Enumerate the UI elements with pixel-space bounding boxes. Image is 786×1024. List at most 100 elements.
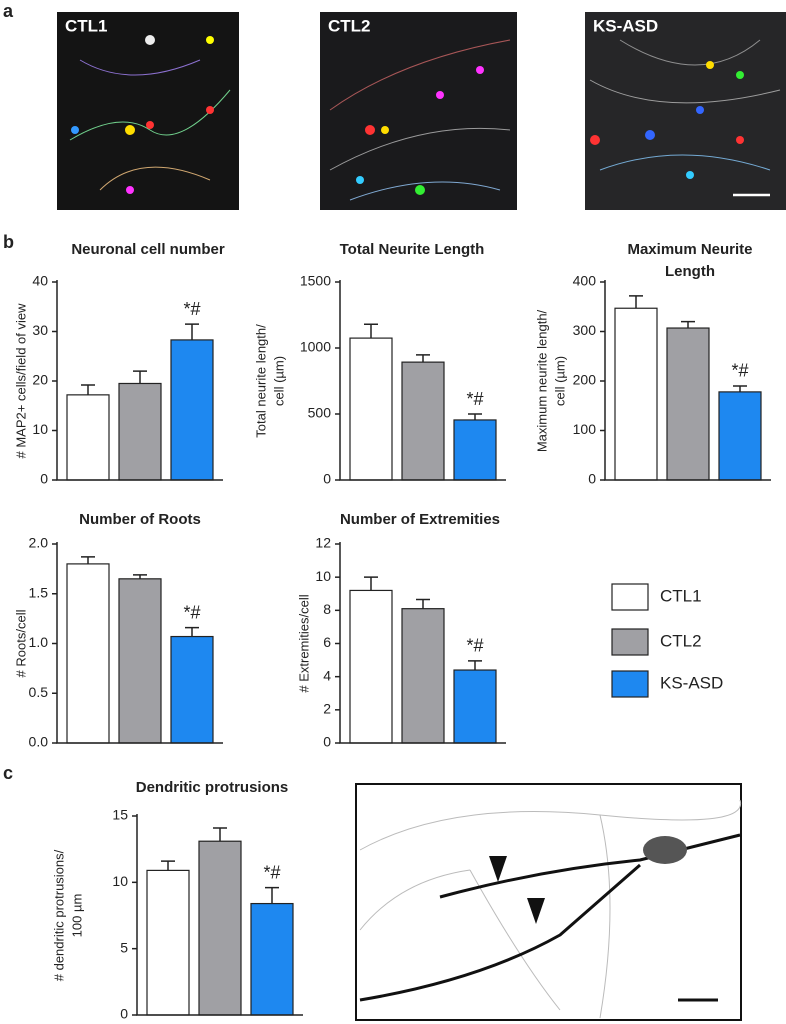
error-bar <box>468 660 482 671</box>
y-tick-label: 1.0 <box>29 634 49 650</box>
y-axis-label: # MAP2+ cells/field of view <box>13 303 28 459</box>
y-tick-label: 200 <box>573 372 597 388</box>
image-ctl2 <box>320 12 517 210</box>
y-tick-label: 4 <box>323 667 331 683</box>
axis-line <box>136 814 303 1016</box>
y-tick-label: 30 <box>32 322 48 338</box>
error-bar <box>265 886 279 904</box>
panel-label: c <box>3 763 13 783</box>
error-bar <box>468 413 482 420</box>
y-tick-label: 1500 <box>300 273 331 289</box>
bar <box>718 391 762 481</box>
bar <box>66 563 110 744</box>
cell-bodies <box>71 35 744 195</box>
y-tick-label: 8 <box>323 601 331 617</box>
bar <box>170 339 214 481</box>
chart-title: Number of Roots <box>79 511 201 528</box>
bar <box>66 394 110 481</box>
significance-label: *# <box>731 361 748 381</box>
legend-label: KS-ASD <box>660 673 723 692</box>
error-bar <box>81 556 95 564</box>
y-axis-label: 100 µm <box>69 894 84 938</box>
legend-swatch <box>611 628 649 656</box>
chart-title: Number of Extremities <box>340 511 500 528</box>
y-axis-label: Total neurite length/ <box>253 324 268 438</box>
bar <box>198 840 242 1016</box>
y-tick-label: 100 <box>573 421 597 437</box>
panel-label: a <box>3 1 14 21</box>
y-tick-label: 0 <box>588 471 596 487</box>
chart-title: Neuronal cell number <box>71 241 225 258</box>
chart-title: Dendritic protrusions <box>136 779 289 796</box>
y-tick-label: 12 <box>315 535 331 551</box>
axis-line <box>339 542 506 744</box>
error-bar <box>161 860 175 871</box>
legend-label: CTL1 <box>660 586 702 605</box>
chart-title: Length <box>665 263 715 280</box>
error-bar <box>185 626 199 637</box>
axis-line <box>604 280 771 481</box>
y-tick-label: 0 <box>40 471 48 487</box>
bar-chart: Total Neurite Length Total neurite length… <box>253 241 506 487</box>
arrowhead <box>489 856 507 882</box>
bar <box>666 327 710 481</box>
neurites <box>69 39 781 201</box>
significance-label: *# <box>183 299 200 319</box>
y-tick-label: 0.5 <box>29 684 49 700</box>
y-tick-label: 15 <box>112 807 128 823</box>
bar <box>401 361 445 481</box>
image-label: CTL2 <box>328 16 371 35</box>
axis-line <box>56 542 223 744</box>
bar-chart: Maximum Neurite Length Maximum neurite len… <box>534 241 771 487</box>
dendrites <box>359 833 741 1002</box>
error-bar <box>681 320 695 329</box>
micrograph-images <box>57 12 786 210</box>
bar <box>614 307 658 481</box>
legend-swatch <box>611 670 649 698</box>
bar <box>453 669 497 744</box>
chart-title: Total Neurite Length <box>340 241 485 258</box>
y-axis-label: # dendritic protrusions/ <box>51 849 66 981</box>
error-bar <box>185 323 199 340</box>
error-bar <box>133 370 147 384</box>
y-tick-label: 400 <box>573 273 597 289</box>
y-axis-label: Maximum neurite length/ <box>534 309 549 452</box>
y-tick-label: 0 <box>323 471 331 487</box>
axis-line <box>339 280 506 481</box>
y-tick-label: 10 <box>315 568 331 584</box>
y-tick-label: 10 <box>112 873 128 889</box>
error-bar <box>416 598 430 609</box>
y-tick-label: 1000 <box>300 339 331 355</box>
error-bar <box>416 354 430 363</box>
y-tick-label: 2.0 <box>29 535 49 551</box>
y-axis-label: cell (µm) <box>271 356 286 406</box>
y-tick-label: 0 <box>323 734 331 750</box>
bar <box>170 635 214 744</box>
bar <box>118 382 162 481</box>
y-axis-label: # Extremities/cell <box>296 594 311 692</box>
protrusion-image <box>355 783 742 1021</box>
y-tick-label: 20 <box>32 372 48 388</box>
image-label: CTL1 <box>65 16 108 35</box>
y-tick-label: 500 <box>308 405 332 421</box>
y-tick-label: 6 <box>323 634 331 650</box>
bar <box>453 419 497 481</box>
chart-title: Maximum Neurite <box>627 241 752 258</box>
bar <box>250 902 294 1016</box>
y-tick-label: 40 <box>32 273 48 289</box>
bar <box>349 589 393 744</box>
legend-label: CTL2 <box>660 631 702 650</box>
faint-neurites <box>359 799 742 1019</box>
significance-label: *# <box>263 862 280 882</box>
y-tick-label: 0 <box>120 1006 128 1022</box>
error-bar <box>364 576 378 591</box>
panel-label: b <box>3 232 14 252</box>
bar-chart: Dendritic protrusions # dendritic protrus… <box>51 779 303 1022</box>
error-bar <box>133 574 147 579</box>
y-axis-label: cell (µm) <box>552 356 567 406</box>
axis-line <box>56 280 223 481</box>
image-label: KS-ASD <box>593 16 658 35</box>
y-tick-label: 10 <box>32 421 48 437</box>
bar-chart: Neuronal cell number # MAP2+ cells/field … <box>13 241 224 487</box>
